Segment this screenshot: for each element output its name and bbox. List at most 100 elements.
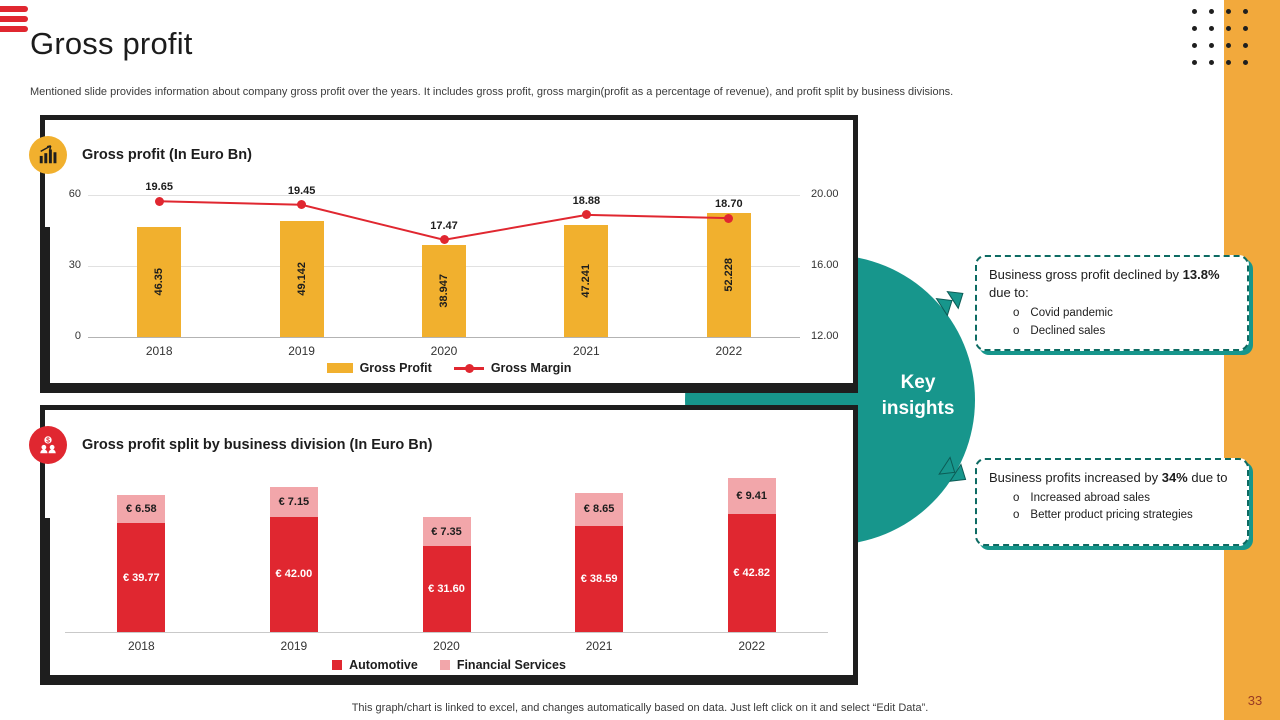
legend-item-financial-services: Financial Services: [439, 658, 566, 672]
gross-margin-value: 19.45: [287, 184, 316, 197]
gross-profit-bar[interactable]: 49.142: [279, 220, 324, 337]
bullet-text: Covid pandemic: [1030, 307, 1113, 320]
stacked-bar[interactable]: € 8.65 € 38.59: [575, 492, 624, 632]
bullet-item: o Increased abroad sales: [989, 490, 1235, 507]
x-axis-label: 2022: [715, 344, 743, 358]
legend-label: Automotive: [349, 658, 418, 672]
insight-bullets: o Covid pandemic o Declined sales: [989, 305, 1235, 340]
gross-margin-swatch: [453, 363, 484, 373]
gross-margin-value: 18.88: [572, 194, 601, 207]
chart1-left-axis: 60 30 0: [51, 188, 81, 342]
chart1-legend: Gross Profit Gross Margin: [45, 361, 853, 375]
dots-pattern-icon: [1192, 9, 1248, 65]
insight-text: Business gross profit declined by 13.8% …: [989, 267, 1220, 301]
chart1-x-axis: 2018 2019 2020 2021 2022: [88, 344, 800, 360]
gross-profit-bar[interactable]: 38.947: [422, 244, 466, 337]
insight-bullets: o Increased abroad sales o Better product p…: [989, 490, 1235, 525]
chart2-plot[interactable]: € 6.58 € 39.77 € 7.15 € 42.00 € 7.35 € 31.60 €…: [65, 470, 828, 633]
arrow-up-right-icon: [932, 279, 977, 324]
x-axis-label: 2018: [145, 344, 173, 358]
gross-margin-value: 19.65: [145, 181, 173, 194]
financial-services-segment: € 9.41: [727, 478, 776, 514]
stacked-bar[interactable]: € 6.58 € 39.77: [117, 495, 166, 632]
chart2-legend: Automotive Financial Services: [45, 658, 853, 672]
legend-label: Financial Services: [456, 658, 566, 672]
dollar-people-icon: $: [29, 426, 67, 464]
stacked-bar[interactable]: € 7.35 € 31.60: [422, 517, 471, 632]
legend-item-automotive: Automotive: [332, 658, 418, 672]
x-axis-label: 2019: [288, 344, 315, 358]
automotive-segment: € 42.82: [727, 513, 776, 632]
automotive-segment: € 42.00: [269, 516, 318, 632]
page-number: 33: [1247, 693, 1263, 708]
gross-margin-point: [724, 213, 734, 223]
gross-profit-bar[interactable]: 47.241: [564, 225, 609, 337]
key-insights-label: Key insights: [881, 372, 955, 419]
x-axis-label: 2019: [280, 639, 308, 653]
chart1-plot[interactable]: 46.35 49.142 38.947 47.241 52.228 19.65 19.45 1…: [88, 181, 800, 338]
axis-tick: 30: [68, 259, 81, 271]
axis-tick: 12.00: [811, 330, 839, 342]
automotive-swatch: [332, 660, 343, 670]
gross-margin-point: [154, 196, 164, 206]
gross-profit-bar[interactable]: 46.35: [137, 227, 182, 337]
chart2-x-axis: 2018 2019 2020 2021 2022: [65, 639, 828, 655]
financial-services-segment: € 6.58: [117, 495, 166, 524]
chart2-title: Gross profit split by business division …: [82, 437, 433, 453]
x-axis-label: 2021: [585, 639, 613, 653]
gross-margin-point: [439, 235, 449, 245]
gross-margin-value: 17.47: [430, 219, 458, 232]
page-title: Gross profit: [30, 26, 193, 61]
stacked-bar[interactable]: € 7.15 € 42.00: [269, 487, 318, 632]
automotive-segment: € 31.60: [422, 546, 471, 632]
x-axis-label: 2018: [127, 639, 155, 653]
axis-tick: 0: [74, 330, 81, 342]
gridline: [88, 195, 800, 196]
gross-profit-chart-panel: Gross profit (In Euro Bn) 60 30 0 20.00 16.…: [29, 115, 858, 393]
svg-text:$: $: [46, 437, 50, 444]
bullet-marker: o: [1013, 492, 1020, 505]
x-axis-label: 2021: [573, 344, 600, 358]
x-axis-label: 2020: [433, 639, 460, 653]
gross-margin-line: [88, 195, 800, 337]
stacked-bar[interactable]: € 9.41 € 42.82: [727, 478, 776, 632]
bullet-text: Increased abroad sales: [1030, 492, 1150, 505]
legend-item-gross-profit: Gross Profit: [326, 361, 432, 375]
insight-text: Business profits increased by 34% due to: [989, 470, 1228, 485]
axis-tick: 60: [68, 188, 81, 200]
automotive-segment: € 39.77: [117, 523, 166, 632]
financial-services-segment: € 8.65: [575, 492, 624, 526]
bullet-marker: o: [1013, 307, 1020, 320]
bullet-marker: o: [1013, 324, 1020, 337]
x-axis-label: 2020: [430, 344, 458, 358]
bar-chart-icon: [29, 136, 67, 174]
gross-profit-bar[interactable]: 52.228: [706, 213, 751, 337]
axis-tick: 20.00: [811, 188, 839, 200]
bullet-marker: o: [1013, 509, 1020, 522]
bullet-item: o Covid pandemic: [989, 305, 1235, 322]
gross-margin-point: [297, 200, 307, 210]
financial-services-segment: € 7.35: [422, 517, 471, 547]
x-axis-label: 2022: [738, 639, 766, 653]
insight-box-increase: Business profits increased by 34% due to…: [975, 458, 1249, 546]
hamburger-menu-icon[interactable]: [0, 6, 28, 36]
bullet-text: Declined sales: [1030, 324, 1106, 337]
bullet-item: o Better product pricing strategies: [989, 507, 1235, 524]
financial-services-swatch: [439, 660, 450, 670]
profit-split-chart-panel: $ Gross profit split by business divisio…: [29, 405, 858, 685]
bullet-item: o Declined sales: [989, 323, 1235, 340]
legend-label: Gross Margin: [490, 361, 572, 375]
footer-note: This graph/chart is linked to excel, and…: [351, 702, 929, 714]
gross-margin-point: [581, 210, 591, 220]
legend-label: Gross Profit: [359, 361, 432, 375]
legend-item-gross-margin: Gross Margin: [453, 361, 572, 375]
axis-tick: 16.00: [811, 259, 839, 271]
financial-services-segment: € 7.15: [269, 487, 318, 517]
arrow-down-right-icon: [932, 453, 977, 498]
gross-margin-value: 18.70: [715, 198, 743, 211]
right-accent-stripe: [1224, 0, 1280, 720]
automotive-segment: € 38.59: [575, 525, 624, 632]
chart1-title: Gross profit (In Euro Bn): [82, 147, 252, 163]
gross-profit-swatch: [326, 363, 353, 373]
